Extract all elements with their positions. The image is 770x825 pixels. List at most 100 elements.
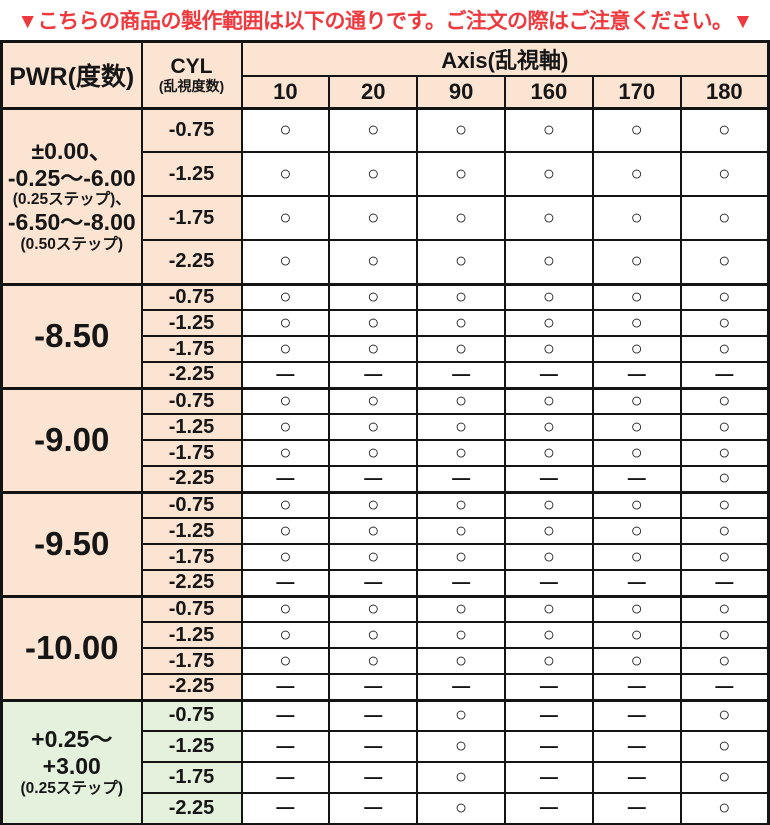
cyl-cell: -2.25 — [140, 792, 243, 825]
header-axis-90: 90 — [416, 75, 506, 109]
availability-cell: ○ — [416, 647, 506, 675]
availability-cell: ○ — [679, 106, 770, 153]
cyl-cell: -2.25 — [140, 361, 243, 389]
available-circle-icon: ○ — [630, 441, 643, 464]
availability-cell: ○ — [416, 195, 506, 241]
cyl-cell: -0.75 — [140, 386, 243, 415]
unavailable-dash-icon: — — [627, 467, 646, 488]
available-circle-icon: ○ — [718, 796, 731, 819]
unavailable-dash-icon: — — [539, 735, 558, 756]
unavailable-dash-icon: — — [539, 467, 558, 488]
availability-cell: ○ — [503, 490, 594, 519]
availability-cell: ○ — [679, 439, 770, 467]
available-circle-icon: ○ — [718, 623, 731, 646]
table-row: -1.25 ○ ○ ○ ○ ○ ○ — [2, 517, 770, 545]
availability-cell: — — [591, 761, 682, 794]
availability-cell: ○ — [416, 309, 506, 337]
availability-cell: ○ — [679, 730, 770, 763]
table-row: -1.75 ○ ○ ○ ○ ○ ○ — [2, 335, 770, 363]
table-row: -2.25 — — — — — — — [2, 673, 770, 701]
availability-cell: ○ — [591, 647, 682, 675]
pwr-line: +3.00 — [42, 753, 101, 780]
available-circle-icon: ○ — [630, 389, 643, 412]
availability-cell: ○ — [328, 282, 419, 311]
cyl-cell: -2.25 — [140, 569, 243, 597]
availability-cell: ○ — [679, 195, 770, 241]
cyl-cell: -0.75 — [140, 594, 243, 623]
production-range-table: PWR(度数) CYL (乱視度数) Axis(乱視軸) 10 20 90 160 170 180… — [0, 40, 770, 825]
availability-cell: ○ — [416, 335, 506, 363]
unavailable-dash-icon: — — [539, 571, 558, 592]
availability-cell: ○ — [591, 413, 682, 441]
cyl-cell: -1.75 — [140, 439, 243, 467]
table-row: -1.25 — — ○ — — ○ — [2, 730, 770, 763]
unavailable-dash-icon: — — [539, 704, 558, 725]
pwr-line: (0.50ステップ) — [20, 236, 124, 253]
availability-cell: ○ — [503, 517, 594, 545]
availability-cell: ○ — [328, 594, 419, 623]
availability-cell: ○ — [328, 239, 419, 285]
availability-cell: — — [240, 465, 331, 493]
available-circle-icon: ○ — [279, 649, 292, 672]
availability-cell: — — [328, 673, 419, 701]
available-circle-icon: ○ — [367, 206, 380, 229]
header-axis-160: 160 — [503, 75, 594, 109]
available-circle-icon: ○ — [367, 162, 380, 185]
available-circle-icon: ○ — [542, 623, 555, 646]
availability-cell: ○ — [416, 594, 506, 623]
availability-cell: ○ — [240, 106, 331, 153]
unavailable-dash-icon: — — [627, 675, 646, 696]
available-circle-icon: ○ — [542, 545, 555, 568]
available-circle-icon: ○ — [279, 441, 292, 464]
available-circle-icon: ○ — [718, 441, 731, 464]
availability-cell: ○ — [591, 335, 682, 363]
header-cyl-line2: (乱視度数) — [158, 78, 225, 95]
availability-cell: — — [328, 569, 419, 597]
available-circle-icon: ○ — [455, 285, 468, 308]
availability-cell: ○ — [240, 490, 331, 519]
available-circle-icon: ○ — [367, 285, 380, 308]
availability-cell: ○ — [240, 594, 331, 623]
table-body: ±0.00、 -0.25〜-6.00 (0.25ステップ)、 -6.50〜-8.00(… — [0, 106, 770, 825]
unavailable-dash-icon: — — [539, 363, 558, 384]
cyl-cell: -1.25 — [140, 621, 243, 649]
pwr-line: -9.50 — [34, 524, 110, 562]
available-circle-icon: ○ — [455, 519, 468, 542]
availability-cell: — — [503, 361, 594, 389]
availability-cell: ○ — [503, 647, 594, 675]
table-row: -1.75 ○ ○ ○ ○ ○ ○ — [2, 195, 770, 241]
table-header: PWR(度数) CYL (乱視度数) Axis(乱視軸) 10 20 90 160 170 180 — [0, 40, 770, 109]
table-row: -10.00 -0.75 ○ ○ ○ ○ ○ ○ — [0, 594, 770, 701]
table-row: -2.25 ○ ○ ○ ○ ○ ○ — [2, 239, 770, 285]
unavailable-dash-icon: — — [452, 363, 471, 384]
availability-cell: ○ — [591, 543, 682, 571]
availability-cell: — — [679, 569, 770, 597]
table-row: -9.50 -0.75 ○ ○ ○ ○ ○ ○ — [0, 490, 770, 597]
availability-cell: ○ — [503, 282, 594, 311]
available-circle-icon: ○ — [367, 441, 380, 464]
available-circle-icon: ○ — [367, 415, 380, 438]
header-axis-170: 170 — [591, 75, 682, 109]
pwr-cell: -9.00 — [0, 386, 143, 493]
unavailable-dash-icon: — — [452, 571, 471, 592]
availability-cell: ○ — [679, 761, 770, 794]
availability-cell: — — [591, 673, 682, 701]
cyl-cell: -1.25 — [140, 730, 243, 763]
unavailable-dash-icon: — — [715, 675, 734, 696]
available-circle-icon: ○ — [718, 649, 731, 672]
availability-cell: ○ — [503, 439, 594, 467]
cyl-cell: -1.25 — [140, 517, 243, 545]
availability-cell: ○ — [416, 517, 506, 545]
available-circle-icon: ○ — [455, 649, 468, 672]
available-circle-icon: ○ — [367, 337, 380, 360]
available-circle-icon: ○ — [367, 389, 380, 412]
table-row: ±0.00、 -0.25〜-6.00 (0.25ステップ)、 -6.50〜-8.00(… — [0, 106, 770, 285]
availability-cell: ○ — [503, 309, 594, 337]
header-pwr: PWR(度数) — [0, 40, 143, 109]
availability-cell: ○ — [328, 151, 419, 197]
header-cyl-line1: CYL — [170, 54, 213, 78]
unavailable-dash-icon: — — [364, 704, 383, 725]
availability-cell: ○ — [679, 594, 770, 623]
cyl-cell: -1.75 — [140, 761, 243, 794]
available-circle-icon: ○ — [630, 337, 643, 360]
